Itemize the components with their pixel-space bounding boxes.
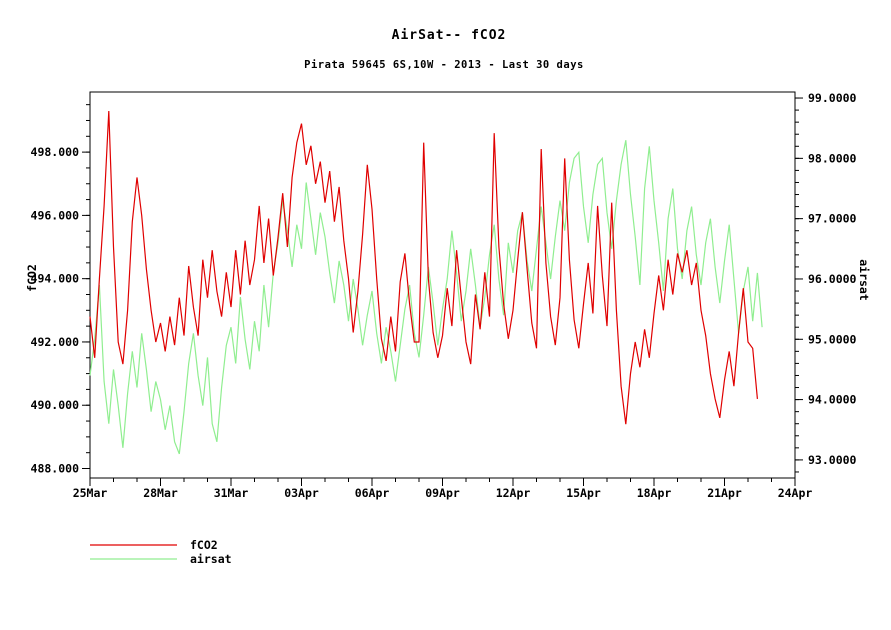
x-tick-label: 12Apr — [496, 486, 531, 500]
legend-label-fco2: fCO2 — [190, 538, 218, 552]
x-tick-label: 21Apr — [707, 486, 742, 500]
y-tick-label: 496.000 — [31, 208, 80, 222]
series-line-airsat — [89, 140, 763, 455]
y-tick-label: 94.0000 — [808, 393, 857, 407]
y-tick-label: 498.000 — [31, 145, 80, 159]
x-tick-label: 03Apr — [284, 486, 319, 500]
plot-border — [89, 91, 796, 479]
data-series — [89, 110, 763, 455]
y-tick-label: 97.0000 — [808, 212, 857, 226]
y-tick-label: 492.000 — [31, 335, 80, 349]
legend-label-airsat: airsat — [190, 552, 232, 566]
left-axis-title: fCO2 — [25, 264, 39, 292]
y-tick-label: 490.000 — [31, 398, 80, 412]
right-axis-title: airsat — [857, 259, 871, 301]
y-tick-label: 93.0000 — [808, 453, 857, 467]
y-tick-label: 95.0000 — [808, 332, 857, 346]
x-tick-label: 28Mar — [143, 486, 178, 500]
chart-subtitle: Pirata 59645 6S,10W - 2013 - Last 30 day… — [304, 59, 584, 71]
x-tick-label: 15Apr — [566, 486, 601, 500]
y-tick-label: 99.0000 — [808, 91, 857, 105]
y-tick-label: 494.000 — [31, 272, 80, 286]
chart-title: AirSat-- fCO2 — [392, 28, 507, 43]
y-tick-label: 96.0000 — [808, 272, 857, 286]
legend: fCO2 airsat — [90, 538, 232, 566]
x-tick-label: 18Apr — [637, 486, 672, 500]
x-tick-label: 25Mar — [73, 486, 108, 500]
y-tick-label: 488.000 — [31, 462, 80, 476]
y-tick-label: 98.0000 — [808, 151, 857, 165]
x-tick-label: 09Apr — [425, 486, 460, 500]
axes: 25Mar 28Mar 31Mar 03Apr 06Apr 09Apr 12Apr 15Apr… — [31, 91, 857, 500]
series-line-fco2 — [89, 110, 758, 425]
x-tick-label: 06Apr — [355, 486, 390, 500]
x-tick-label: 31Mar — [214, 486, 249, 500]
x-tick-label: 24Apr — [778, 486, 813, 500]
